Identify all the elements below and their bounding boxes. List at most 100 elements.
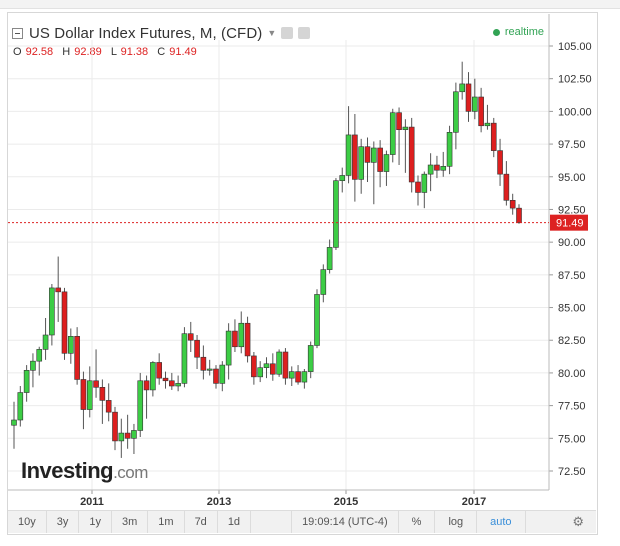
candle-body [42,334,49,350]
candle-body [17,392,24,421]
realtime-dot-icon [492,28,500,36]
candle-body [244,322,251,357]
range-3m-button[interactable]: 3m [112,511,149,533]
candle-body [301,371,308,383]
y-tick-label: 77.50 [558,401,586,413]
range-1m-button[interactable]: 1m [148,511,185,533]
candle-body [162,377,169,382]
ohlc-low-value: 91.38 [120,46,149,58]
camera-icon[interactable] [281,27,294,39]
candle-body [503,173,510,201]
last-price-badge [550,214,588,231]
y-tick-label: 80.00 [558,368,586,380]
x-tick-label: 2011 [80,496,104,508]
candle-body [112,411,118,442]
candle-body [30,360,36,371]
candle-body [408,126,415,183]
range-7d-button[interactable]: 7d [185,511,218,533]
candle-body [421,173,428,193]
ohlc-high-value: 92.89 [74,46,102,58]
realtime-indicator: realtime [492,26,544,38]
candle-body [459,83,465,93]
candle-body [124,432,131,439]
candle-body [175,383,181,387]
range-1d-button[interactable]: 1d [218,511,252,533]
chart-frame [7,12,598,535]
candle-body [509,200,516,209]
range-toolbar: 10y 3y 1y 3m 1m 7d 1d 19:09:14 (UTC-4) %… [8,510,596,533]
collapse-icon[interactable] [12,27,23,39]
candle-body [383,154,390,172]
candle-body [270,363,276,375]
chart-title: US Dollar Index Futures, M, (CFD) [29,24,263,42]
candle-body [219,364,226,384]
candle-body [263,363,270,368]
candle-body [143,380,150,391]
candle-body [93,380,99,388]
candle-body [364,146,371,163]
y-tick-label: 97.50 [558,139,586,151]
realtime-label: realtime [504,26,544,38]
gear-small-icon[interactable] [298,27,311,39]
candle-body [371,147,377,163]
ohlc-low-label: L [110,46,117,58]
investing-logo: Investing.com [21,458,148,484]
x-tick-label: 2015 [334,496,358,508]
candle-body [478,96,484,127]
ohlc-readout: O 92.58 H 92.89 L 91.38 C 91.49 [13,46,203,58]
candle-body [389,112,396,155]
range-3y-button[interactable]: 3y [47,511,80,533]
candle-body [295,371,301,383]
candle-body [257,367,263,378]
candle-body [194,339,200,358]
candle-body [377,147,383,172]
y-tick-label: 102.50 [558,74,592,86]
candle-body [86,380,93,410]
candle-body [213,368,219,384]
candle-body [415,181,421,193]
candle-body [446,132,453,167]
candle-body [251,355,257,378]
logo-suffix: .com [113,463,148,482]
range-1y-button[interactable]: 1y [79,511,112,533]
candle-body [314,294,320,346]
candle-body [453,91,459,133]
candle-body [339,175,346,181]
percent-toggle[interactable]: % [399,511,436,533]
log-toggle[interactable]: log [435,511,478,533]
candle-body [402,126,409,130]
candle-body [484,122,491,127]
candle-body [358,146,364,180]
candle-body [131,430,137,439]
range-10y-button[interactable]: 10y [8,511,47,533]
ohlc-high-label: H [62,46,71,58]
candle-body [465,83,472,112]
candle-body [105,400,112,413]
candle-body [352,134,358,180]
candle-body [307,345,314,372]
caret-down-icon[interactable]: ▼ [267,28,277,38]
settings-gear-icon[interactable]: ⚙ [572,514,584,529]
candle-body [200,356,207,371]
candle-body [118,432,125,442]
candle-body [80,379,87,410]
candle-body [99,387,106,401]
candle-body [490,122,497,151]
candle-body [23,370,30,393]
candle-body [396,112,402,130]
y-tick-label: 87.50 [558,270,586,282]
x-tick-label: 2013 [207,496,231,508]
auto-scale-toggle[interactable]: auto [477,511,526,533]
y-tick-label: 100.00 [558,106,592,118]
candle-body [326,247,333,270]
candle-body [320,269,327,295]
candle-body [181,333,188,384]
candle-body [11,419,17,426]
y-tick-label: 92.50 [558,204,586,216]
candle-body [472,96,478,112]
y-tick-label: 95.00 [558,172,586,184]
last-price-label: 91.49 [556,218,584,230]
candle-body [187,333,194,341]
candle-body [169,380,175,387]
